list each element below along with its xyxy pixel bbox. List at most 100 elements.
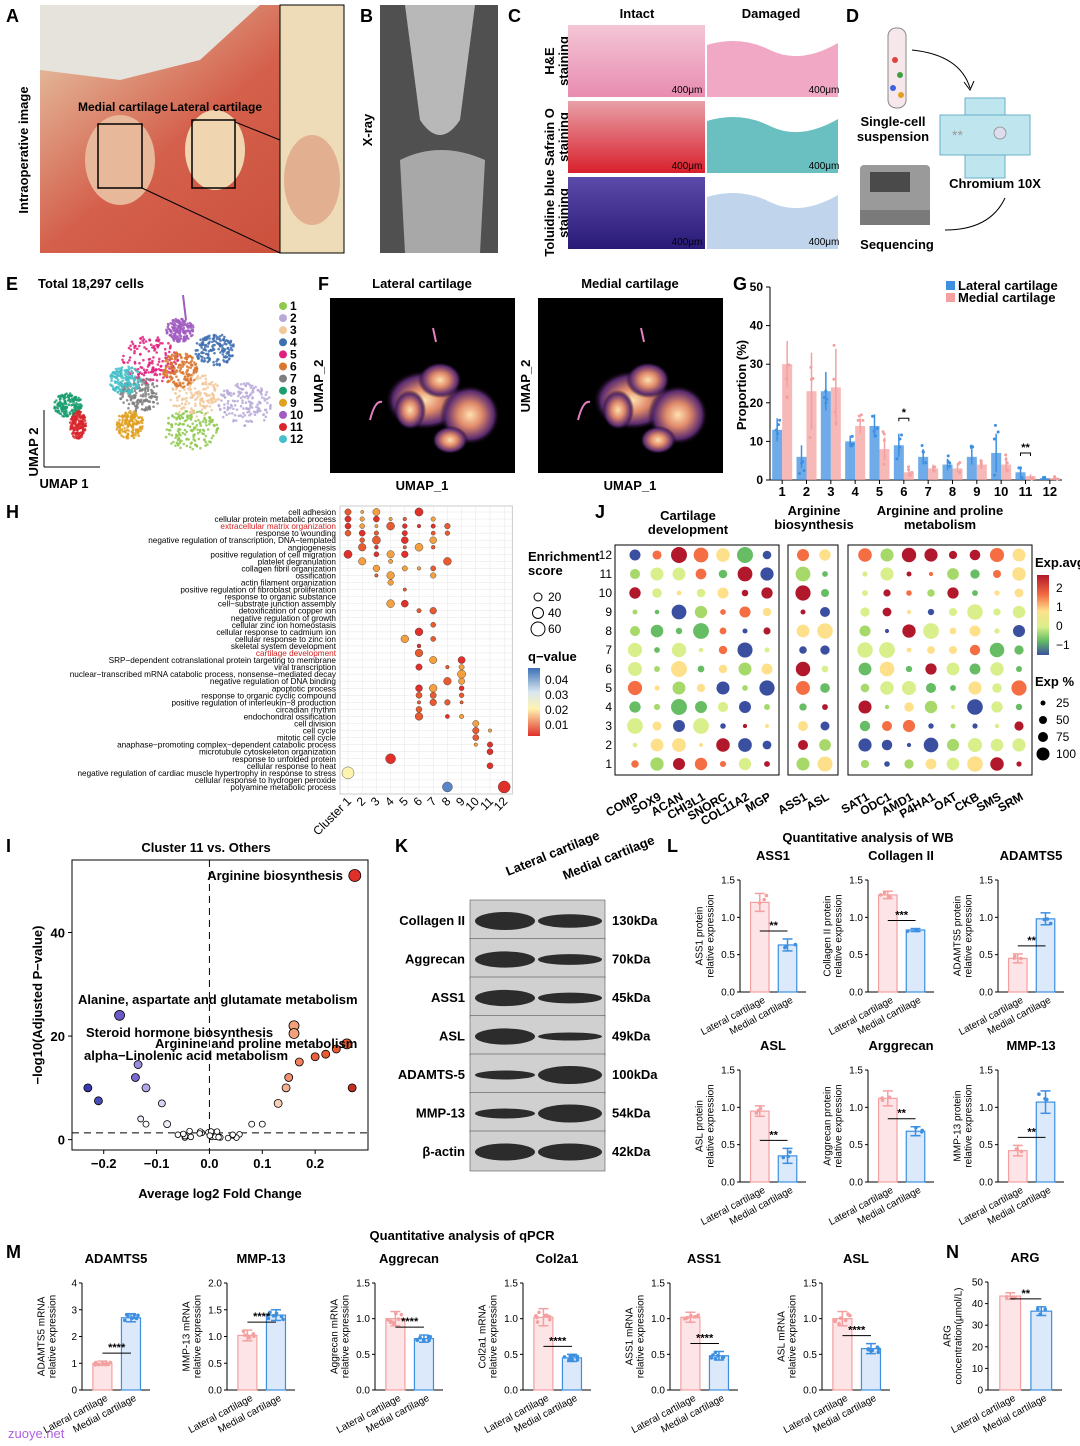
umap-point bbox=[235, 408, 239, 412]
g-ytick-label: 50 bbox=[750, 280, 764, 294]
umap-point bbox=[214, 400, 217, 403]
h-dot bbox=[445, 714, 450, 719]
subchart-point bbox=[1004, 1294, 1009, 1299]
j-dot bbox=[798, 721, 808, 731]
g-point bbox=[776, 423, 780, 427]
j-dot bbox=[718, 569, 728, 579]
j-dot bbox=[739, 606, 751, 618]
umap-point bbox=[230, 394, 233, 397]
umap-point bbox=[207, 399, 210, 402]
subchart-point bbox=[134, 1316, 139, 1321]
umap-point bbox=[141, 335, 144, 339]
h-cluster-label: 12 bbox=[491, 794, 511, 814]
umap-point bbox=[63, 411, 66, 414]
umap-point bbox=[184, 403, 187, 406]
umap-point bbox=[215, 360, 218, 363]
h-term-label: cartilage development bbox=[256, 649, 337, 658]
umap-point bbox=[116, 391, 120, 394]
umap-point bbox=[226, 346, 230, 350]
umap-point bbox=[250, 384, 254, 388]
subchart-bar bbox=[777, 944, 798, 993]
h-dot bbox=[415, 706, 423, 713]
umap-point bbox=[185, 378, 188, 382]
j-pct-label: 50 bbox=[1056, 713, 1070, 727]
umap-point bbox=[214, 340, 218, 343]
umap-point bbox=[124, 389, 127, 393]
j-exp-colorbar bbox=[1037, 575, 1049, 655]
umap-point bbox=[201, 432, 204, 435]
umap-point bbox=[139, 425, 142, 429]
umap-point bbox=[119, 389, 122, 393]
umap-point bbox=[62, 395, 65, 399]
umap-point bbox=[203, 438, 206, 441]
i-point bbox=[248, 1120, 256, 1128]
umap-point bbox=[183, 375, 187, 379]
e-legend-label: 11 bbox=[290, 420, 303, 434]
umap-point bbox=[139, 429, 142, 433]
umap-point bbox=[201, 420, 205, 423]
g-bar bbox=[928, 468, 939, 480]
umap-point bbox=[124, 378, 128, 382]
umap-point bbox=[178, 319, 181, 323]
umap-point bbox=[225, 361, 229, 364]
j-dot bbox=[884, 704, 890, 710]
umap-point bbox=[242, 411, 245, 415]
g-sig-label: ** bbox=[1021, 442, 1030, 454]
umap-point bbox=[219, 344, 222, 348]
panel-n: N ARG01020304050ARGconcentration(μmol/L)… bbox=[943, 1242, 1062, 1436]
umap-point bbox=[168, 358, 171, 362]
umap-point bbox=[212, 423, 216, 427]
umap-point bbox=[199, 424, 203, 427]
umap-point bbox=[131, 386, 135, 390]
j-dot bbox=[698, 742, 704, 748]
panel-label-e: E bbox=[6, 274, 18, 294]
umap-point bbox=[172, 380, 176, 384]
subchart-title: ASS1 bbox=[687, 1251, 721, 1266]
e-legend-label: 2 bbox=[290, 311, 297, 325]
umap-point bbox=[191, 447, 194, 451]
j-exp-tick: 1 bbox=[1056, 600, 1063, 614]
umap-point bbox=[188, 388, 192, 392]
i-point bbox=[94, 1096, 103, 1106]
umap-point bbox=[184, 331, 187, 335]
umap-point bbox=[71, 423, 74, 426]
subchart-ytick-label: 1.5 bbox=[803, 1279, 817, 1290]
subchart-ytick-label: 0.5 bbox=[979, 950, 993, 961]
j-pct-dot bbox=[1036, 747, 1050, 761]
h-dot bbox=[374, 573, 379, 578]
j-dot bbox=[629, 625, 641, 637]
umap-point bbox=[195, 367, 199, 371]
g-bar bbox=[772, 429, 783, 480]
j-dot bbox=[652, 588, 662, 598]
h-dot bbox=[373, 551, 380, 558]
umap-point bbox=[118, 414, 121, 418]
h-term-label: platelet degranulation bbox=[258, 557, 337, 566]
umap-point bbox=[156, 336, 160, 339]
umap-point bbox=[221, 353, 225, 356]
umap-point bbox=[121, 418, 125, 421]
h-dot bbox=[360, 510, 365, 514]
g-point bbox=[832, 377, 836, 381]
j-dot bbox=[970, 569, 980, 579]
e-legend-swatch bbox=[279, 435, 287, 444]
h-term-label: microtubule cytoskeleton organization bbox=[199, 748, 336, 757]
subchart-title: ASL bbox=[843, 1251, 869, 1266]
panel-label-j: J bbox=[595, 502, 605, 522]
umap-point bbox=[196, 374, 200, 378]
umap-point bbox=[204, 345, 207, 349]
j-exp-tick: 2 bbox=[1056, 581, 1063, 595]
subchart-ylabel: MMP-13 mRNArelative expression bbox=[182, 1295, 204, 1378]
umap-point bbox=[201, 382, 205, 386]
h-dot bbox=[344, 508, 352, 516]
umap-point bbox=[132, 401, 136, 405]
j-dot bbox=[631, 760, 639, 768]
umap-point bbox=[144, 380, 147, 383]
umap-point bbox=[131, 342, 135, 346]
h-term-label: cell division bbox=[294, 720, 336, 729]
umap-point bbox=[213, 351, 216, 355]
h-term-label: collagen fibril organization bbox=[241, 564, 336, 573]
suspension-label: Single-cell suspension bbox=[857, 114, 929, 144]
c-intact-image bbox=[568, 177, 705, 249]
umap-point bbox=[136, 367, 140, 371]
c-row-label: H&Estaining bbox=[542, 36, 571, 86]
